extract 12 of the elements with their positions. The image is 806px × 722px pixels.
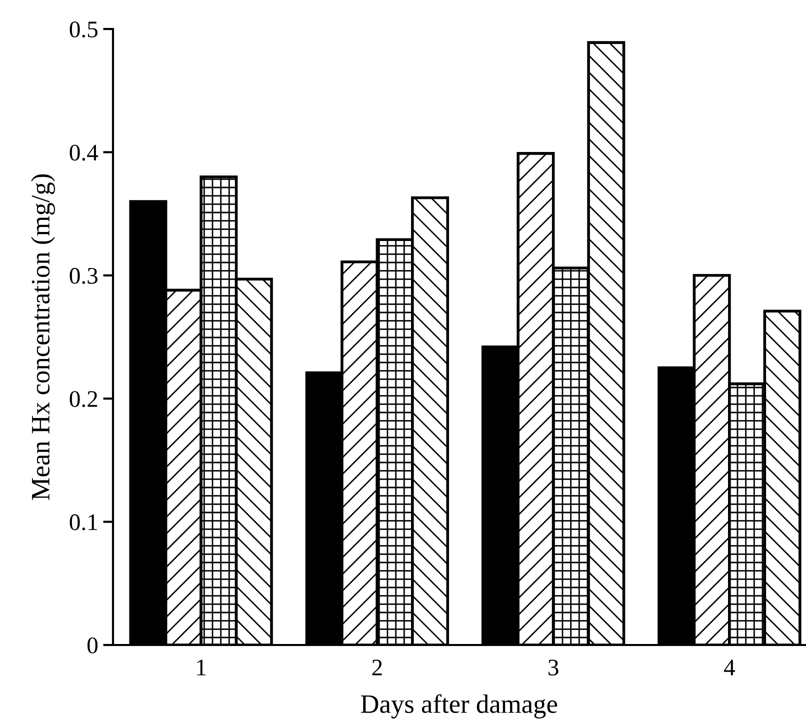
y-tick-label: 0.1 bbox=[70, 514, 97, 530]
x-axis-title: Days after damage bbox=[360, 694, 558, 718]
x-tick-label: 4 bbox=[724, 660, 735, 676]
y-tick-label: 0.2 bbox=[70, 391, 98, 408]
y-axis-title: Mean Hx concentration (mg/g) bbox=[31, 174, 56, 500]
x-tick-label: 2 bbox=[372, 660, 382, 676]
x-tick-label: 3 bbox=[548, 660, 558, 676]
y-tick-label: 0.4 bbox=[70, 144, 98, 161]
y-tick-label: 0.5 bbox=[70, 21, 98, 38]
y-tick-label: 0 bbox=[88, 637, 98, 654]
x-tick-label: 1 bbox=[197, 660, 206, 676]
y-tick-label: 0.3 bbox=[70, 268, 98, 284]
